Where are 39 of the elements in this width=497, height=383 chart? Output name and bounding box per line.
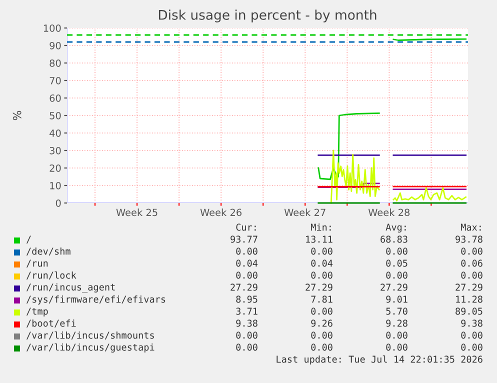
x-tick-label: Week 28 <box>368 208 410 216</box>
text: 0.00 0.00 0.00 0.00 <box>236 344 482 351</box>
text: 27.29 27.29 27.29 27.29 <box>230 284 482 291</box>
text: 8.95 7.81 9.01 11.28 <box>236 296 482 303</box>
legend-label: /sys/firmware/efi/efivars <box>26 296 166 305</box>
text: 3.71 0.00 5.70 89.05 <box>236 308 482 315</box>
legend-label: /run/lock <box>26 271 76 280</box>
y-tick-label: 40 <box>50 129 61 137</box>
y-tick-label: 60 <box>50 94 61 102</box>
x-tick-label: Week 26 <box>200 208 242 216</box>
text: 0.00 0.00 0.00 0.00 <box>236 332 482 339</box>
x-tick-label: Week 27 <box>284 208 326 216</box>
text: 93.77 13.11 68.83 93.78 <box>230 236 482 243</box>
y-tick-label: 10 <box>50 182 61 190</box>
text: 0.04 0.04 0.05 0.06 <box>236 260 482 267</box>
legend-label: /var/lib/incus/shmounts <box>26 331 154 340</box>
y-tick-label: 0 <box>56 199 61 207</box>
legend-label: /var/lib/incus/guestapi <box>26 343 154 353</box>
y-tick-label: 80 <box>50 59 61 67</box>
legend-label: /tmp <box>26 308 48 317</box>
legend-label: / <box>26 236 31 244</box>
y-tick-label: 90 <box>50 42 61 50</box>
y-tick-label: 30 <box>50 146 61 154</box>
legend-label: /boot/efi <box>26 320 76 328</box>
text: Last update: Tue Jul 14 22:01:35 2026 <box>276 355 482 365</box>
x-tick-label: Week 25 <box>116 208 158 216</box>
text: 0.00 0.00 0.00 0.00 <box>236 272 482 279</box>
text: 0.00 0.00 0.00 0.00 <box>236 248 482 255</box>
text: Cur: Min: Avg: Max: <box>236 224 481 233</box>
y-tick-label: 70 <box>50 76 61 84</box>
y-axis-title: % <box>12 110 22 120</box>
legend-label: /run/incus_agent <box>26 283 115 293</box>
legend-label: /dev/shm <box>26 248 70 256</box>
chart-title: Disk usage in percent - by month <box>158 10 376 22</box>
text: 9.38 9.26 9.28 9.38 <box>236 320 482 327</box>
y-tick-label: 100 <box>44 24 61 32</box>
y-tick-label: 20 <box>50 164 61 172</box>
y-tick-label: 50 <box>50 112 61 120</box>
legend-label: /run <box>26 260 48 268</box>
